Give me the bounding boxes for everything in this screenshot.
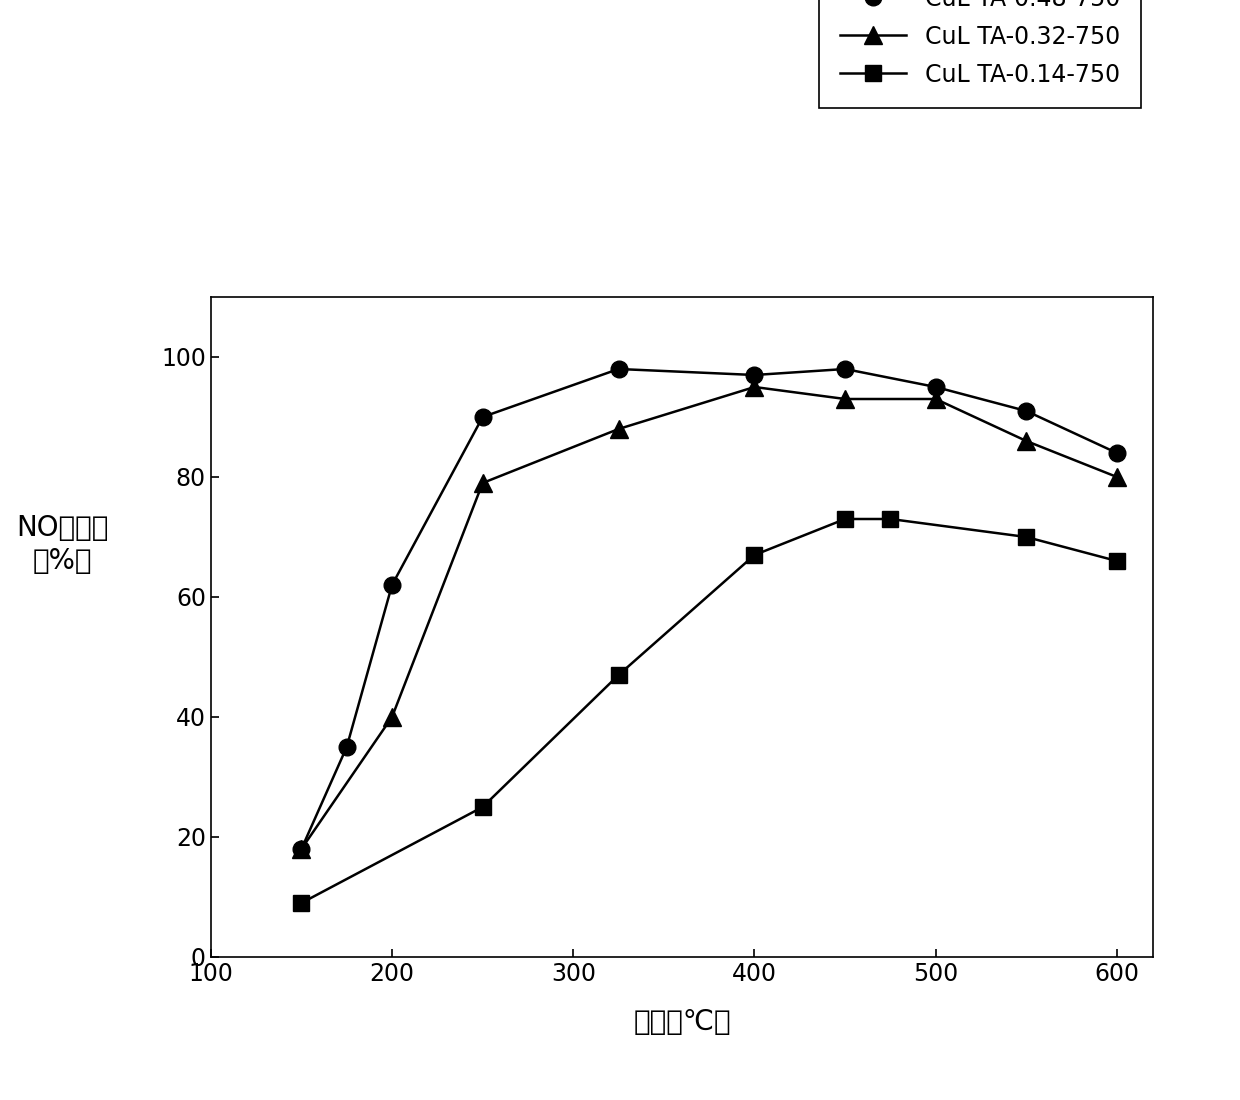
- CuL TA-0.48-750: [294, 843, 309, 856]
- CuL TA-0.48-750: [838, 362, 853, 375]
- CuL TA-0.14-750: [746, 549, 761, 562]
- CuL TA-0.14-750: [611, 669, 626, 682]
- CuL TA-0.48-750: [746, 368, 761, 382]
- CuL TA-0.48-750: [611, 362, 626, 375]
- Line: CuL TA-0.32-750: CuL TA-0.32-750: [293, 378, 1126, 858]
- CuL TA-0.48-750: [1110, 447, 1125, 460]
- CuL TA-0.48-750: [340, 740, 355, 754]
- CuL TA-0.14-750: [883, 513, 898, 526]
- CuL TA-0.32-750: [384, 711, 399, 724]
- CuL TA-0.48-750: [475, 410, 490, 424]
- CuL TA-0.14-750: [1019, 530, 1034, 543]
- Legend: CuL TA-0.48-750, CuL TA-0.32-750, CuL TA-0.14-750: CuL TA-0.48-750, CuL TA-0.32-750, CuL TA…: [818, 0, 1141, 109]
- Line: CuL TA-0.14-750: CuL TA-0.14-750: [294, 512, 1125, 911]
- CuL TA-0.32-750: [838, 393, 853, 406]
- CuL TA-0.14-750: [838, 513, 853, 526]
- Text: NO转化率
（%）: NO转化率 （%）: [16, 515, 108, 574]
- CuL TA-0.32-750: [611, 422, 626, 436]
- CuL TA-0.48-750: [1019, 405, 1034, 418]
- CuL TA-0.32-750: [1019, 434, 1034, 448]
- CuL TA-0.32-750: [746, 381, 761, 394]
- CuL TA-0.48-750: [384, 579, 399, 592]
- CuL TA-0.32-750: [1110, 471, 1125, 484]
- CuL TA-0.14-750: [475, 801, 490, 814]
- CuL TA-0.48-750: [929, 381, 944, 394]
- CuL TA-0.14-750: [1110, 554, 1125, 568]
- CuL TA-0.32-750: [475, 476, 490, 490]
- CuL TA-0.32-750: [294, 843, 309, 856]
- Line: CuL TA-0.48-750: CuL TA-0.48-750: [293, 361, 1125, 857]
- X-axis label: 温度（℃）: 温度（℃）: [634, 1008, 730, 1036]
- CuL TA-0.14-750: [294, 896, 309, 910]
- CuL TA-0.32-750: [929, 393, 944, 406]
